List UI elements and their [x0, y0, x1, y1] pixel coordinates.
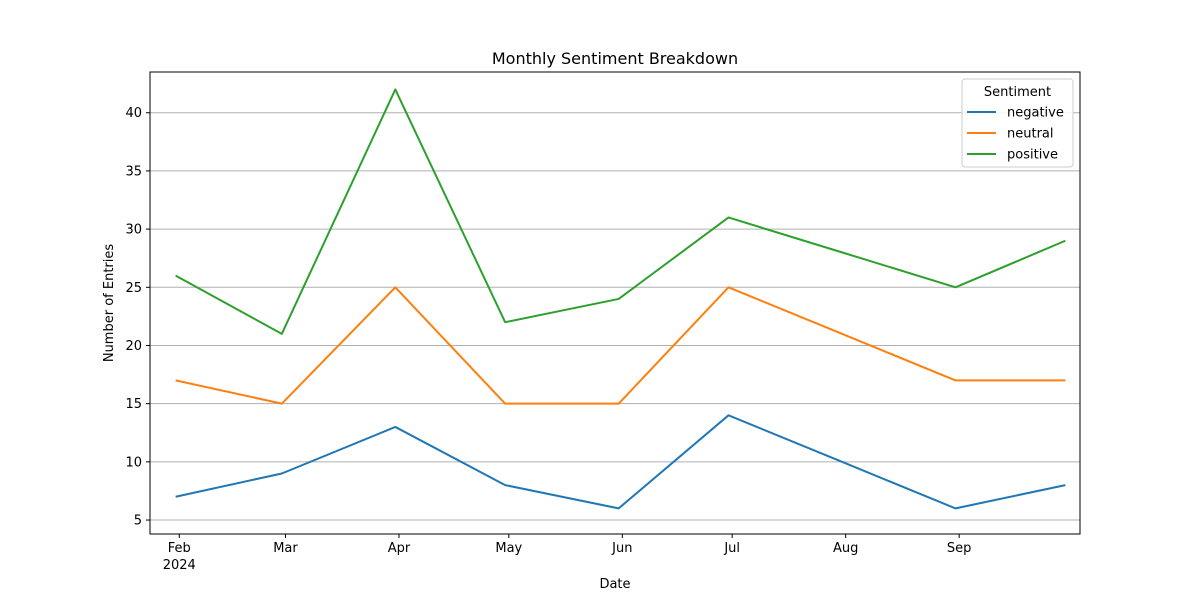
y-tick-label: 20: [125, 339, 142, 354]
series-line-positive: [175, 88, 1066, 335]
y-tick-label: 5: [134, 514, 142, 529]
chart-title: Monthly Sentiment Breakdown: [492, 49, 738, 68]
series-line-neutral: [175, 286, 1066, 405]
legend-label-negative: negative: [1007, 106, 1064, 121]
x-tick-label: Feb: [168, 541, 191, 556]
x-tick-label: May: [495, 541, 522, 556]
y-tick-label: 10: [125, 455, 142, 470]
legend-label-positive: positive: [1007, 148, 1058, 163]
x-tick-label: Jun: [611, 541, 632, 556]
y-tick-label: 40: [125, 106, 142, 121]
legend-title: Sentiment: [984, 85, 1051, 100]
legend: Sentiment negative neutral positive: [961, 78, 1074, 168]
legend-box: [961, 78, 1074, 168]
legend-label-neutral: neutral: [1007, 127, 1054, 142]
x-tick-label: Mar: [273, 541, 298, 556]
y-tick-label: 25: [125, 281, 142, 296]
x-tick-label: Aug: [833, 541, 858, 556]
x-axis-label: Date: [599, 577, 630, 592]
x-tick-label: Apr: [388, 541, 411, 556]
y-tick-label: 35: [125, 164, 142, 179]
y-axis: 5 10 15 20 25 30 35 40: [125, 106, 150, 529]
plot-frame: [149, 71, 1081, 535]
y-tick-label: 15: [125, 397, 142, 412]
x-tick-label: Jul: [723, 541, 740, 556]
x-axis: Feb Mar Apr May Jun Jul Aug Sep 2024: [163, 534, 972, 573]
x-tick-label: Sep: [947, 541, 972, 556]
series-line-negative: [175, 414, 1066, 510]
y-axis-label: Number of Entries: [102, 244, 117, 363]
series-lines: [175, 88, 1066, 510]
y-tick-label: 30: [125, 223, 142, 238]
x-tick-year-label: 2024: [163, 558, 196, 573]
